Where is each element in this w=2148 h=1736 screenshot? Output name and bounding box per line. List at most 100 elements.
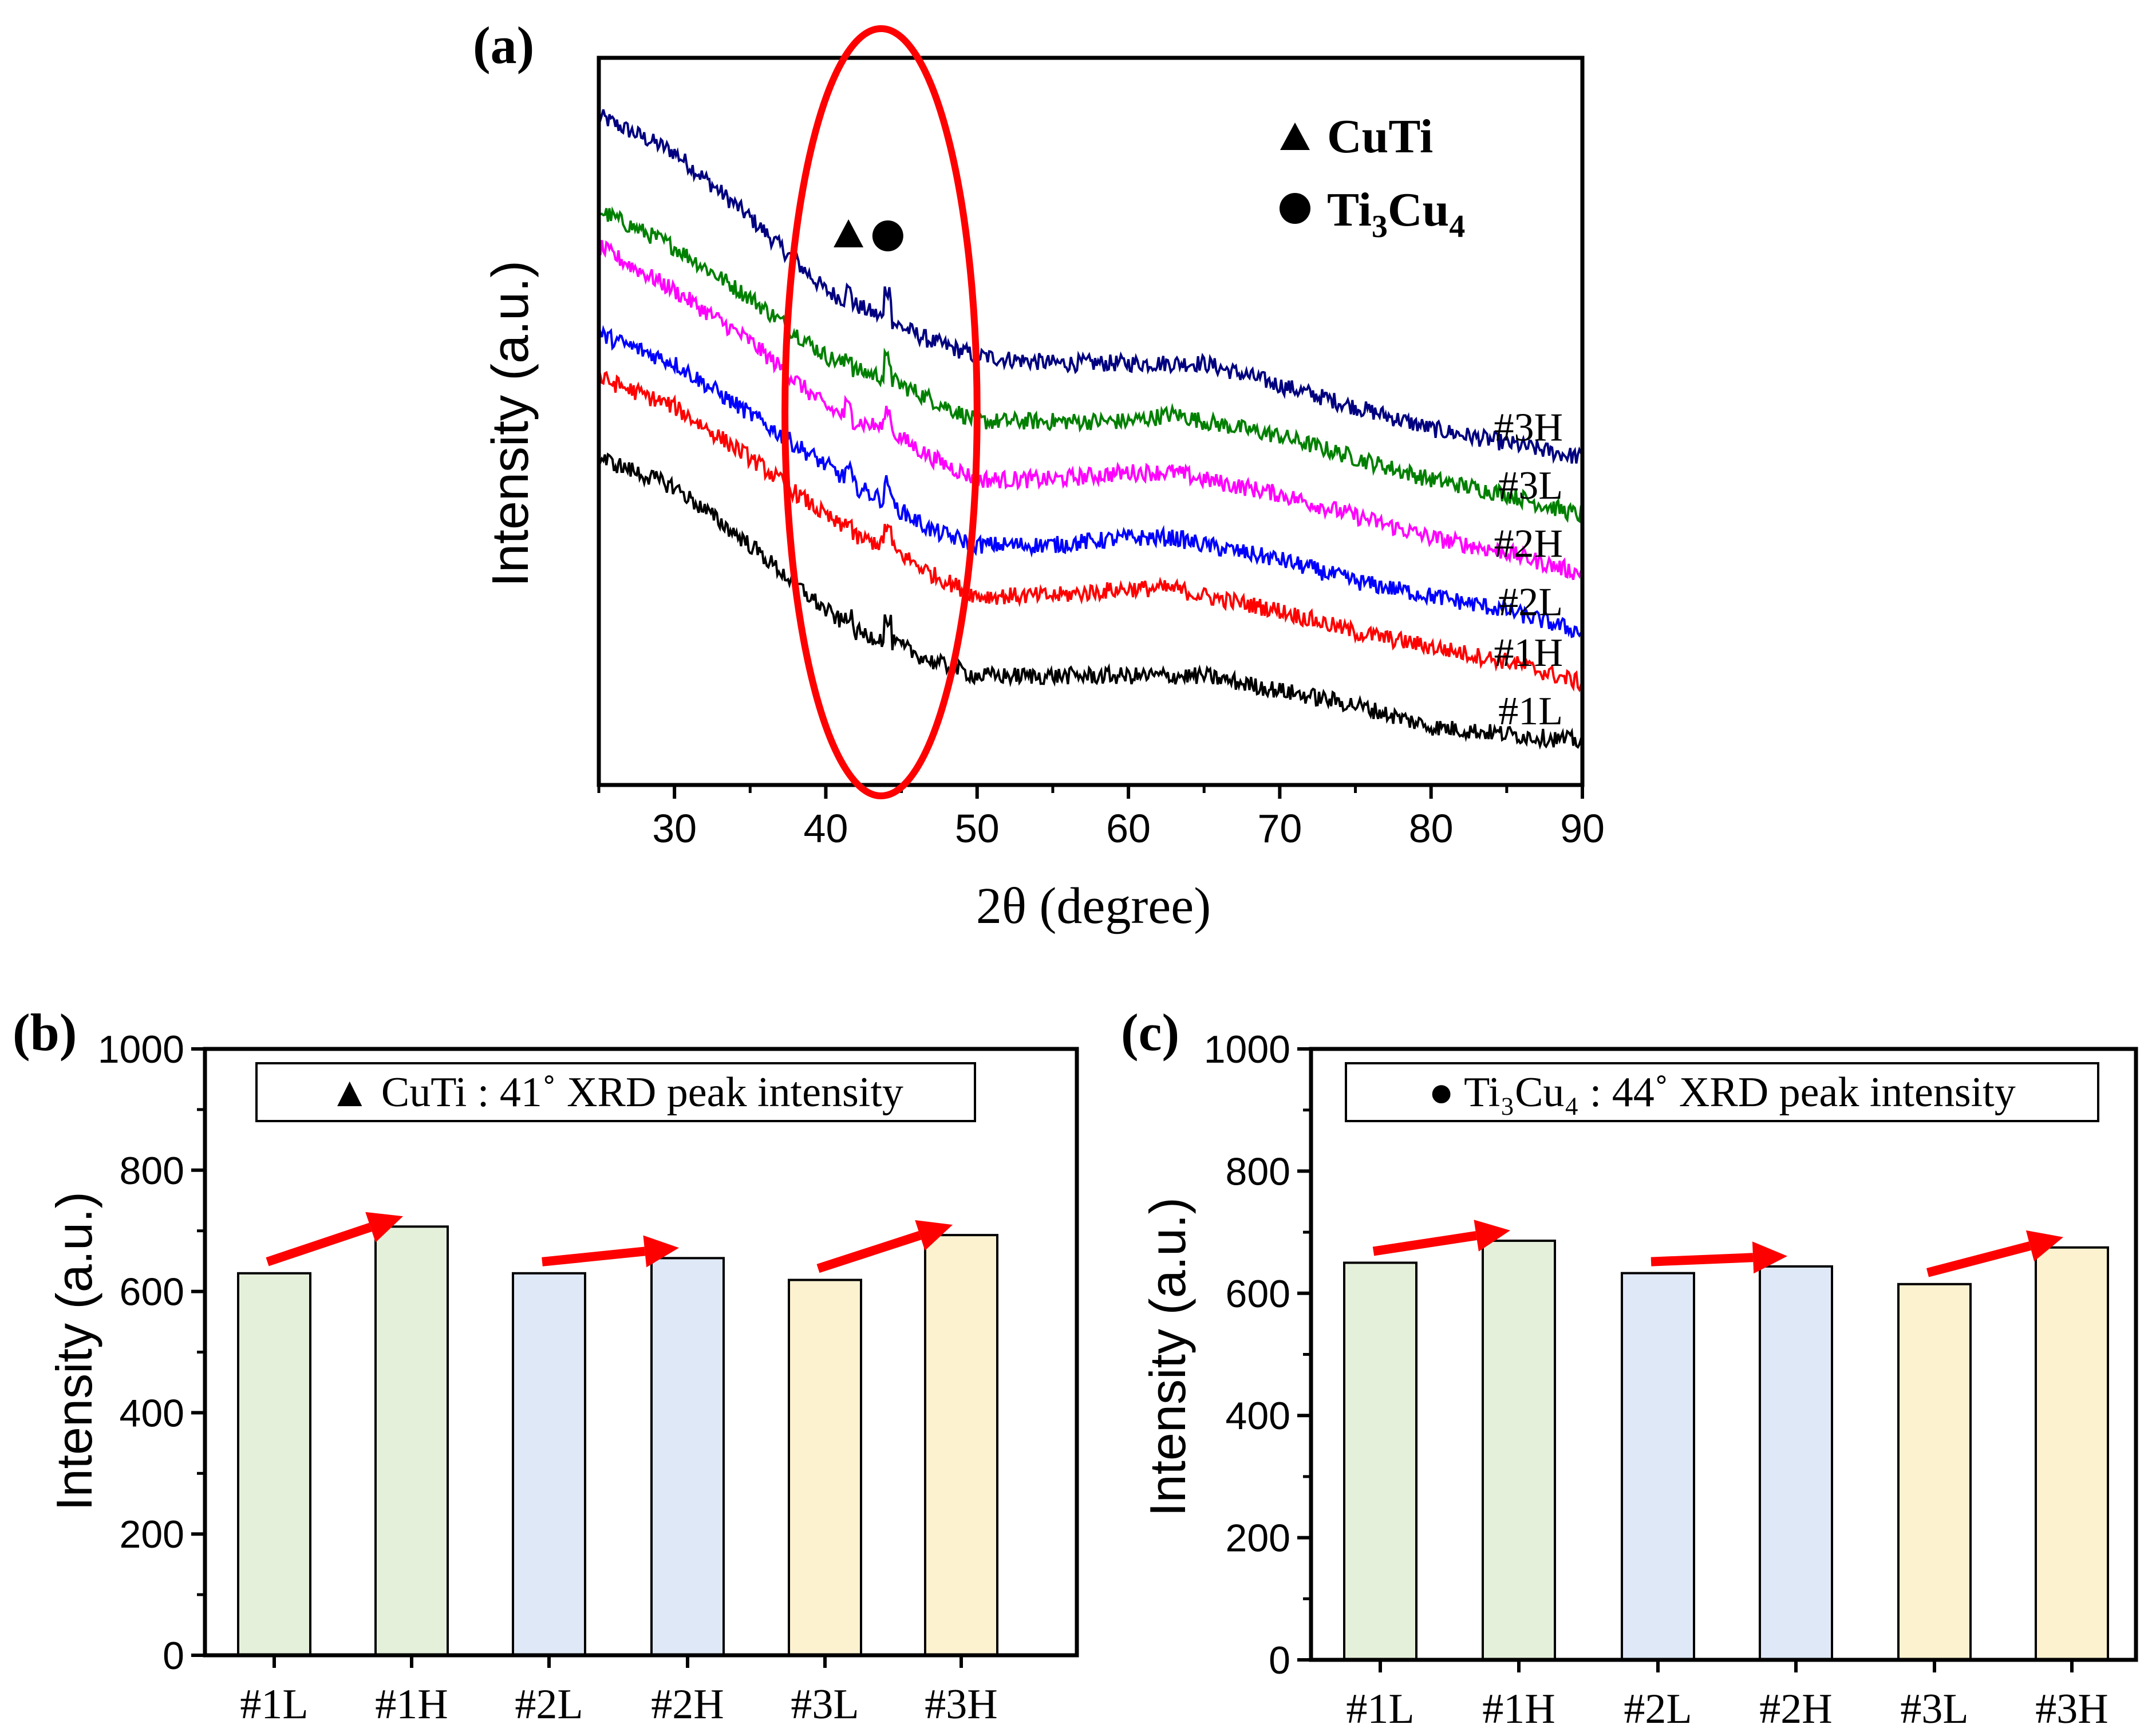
panel-b-title-box — [255, 1062, 976, 1122]
y-tick-label: 1000 — [1204, 1028, 1290, 1071]
panel-c-plot-frame — [1309, 1047, 2138, 1662]
trend-arrow-head-icon — [1474, 1220, 1510, 1252]
trend-arrow-shaft — [1926, 1241, 2031, 1277]
x-tick-label: 80 — [1409, 806, 1454, 851]
trend-arrow-head-icon — [2025, 1230, 2063, 1262]
y-tick-label: 200 — [120, 1513, 184, 1556]
category-label-1H: #1H — [375, 1681, 448, 1728]
panel-c-label: (c) — [1121, 1003, 1179, 1062]
trend-arrow-shaft — [1372, 1231, 1477, 1256]
circle-marker-icon — [1280, 193, 1310, 224]
panel-b-plot-frame — [203, 1047, 1079, 1658]
category-label-1H: #1H — [1482, 1686, 1555, 1733]
panel-a-xrd-patterns: (a) 30 40 50 60 70 80 90 CuTi Ti3Cu4 #3H#3L#2H… — [473, 16, 1605, 934]
panel-c-arrow-group — [1372, 1220, 2063, 1277]
trend-arrow-head-icon — [365, 1212, 403, 1242]
category-label-2H: #2H — [651, 1681, 724, 1728]
trend-arrow-head-icon — [1752, 1241, 1787, 1274]
trend-arrow-shaft — [816, 1231, 922, 1273]
legend-ti3cu4-sub1: 3 — [1372, 209, 1388, 244]
trend-arrow-head-icon — [915, 1220, 953, 1251]
category-label-2H: #2H — [1759, 1686, 1832, 1733]
category-label-3H: #3H — [925, 1681, 997, 1728]
y-tick-label: 0 — [1269, 1639, 1290, 1682]
cuti-peak-marker-icon — [834, 219, 864, 247]
legend-ti3cu4-sub2: 4 — [1449, 209, 1465, 244]
bar-3L — [1897, 1283, 1972, 1661]
series-label-3H: #3H — [1494, 406, 1563, 450]
category-label-3H: #3H — [2035, 1686, 2108, 1733]
x-tick-label: 70 — [1257, 806, 1302, 851]
category-label-3L: #3L — [1900, 1686, 1968, 1733]
triangle-marker-icon — [1280, 123, 1310, 150]
series-label-1H: #1H — [1494, 631, 1563, 675]
legend-ti3cu4-label: Ti3Cu4 — [1327, 183, 1465, 244]
phase-legend: CuTi Ti3Cu4 — [1280, 110, 1465, 244]
y-tick-label: 1000 — [98, 1028, 184, 1071]
x-tick-label: 90 — [1560, 806, 1605, 851]
y-tick-label: 200 — [1226, 1517, 1290, 1560]
panel-a-label: (a) — [473, 16, 534, 74]
bar-3H — [2035, 1246, 2109, 1661]
bar-2H — [650, 1257, 725, 1656]
legend-cutI-label: CuTi — [1327, 110, 1433, 163]
bar-2L — [512, 1272, 586, 1657]
series-label-2L: #2L — [1498, 580, 1563, 624]
panel-c-ylabel: Intensity (a.u.) — [1139, 1197, 1196, 1517]
category-label-3L: #3L — [791, 1681, 859, 1728]
panel-c-ticks: 0 200 400 600 800 1000 #1L #1H #2L #2H #3L #3H — [1204, 1028, 2108, 1733]
bar-2H — [1759, 1265, 1833, 1662]
panel-b-title: ▲ CuTi : 41˚ XRD peak intensity — [329, 1069, 903, 1116]
ti3cu4-peak-marker-icon — [872, 220, 903, 251]
panel-c-title: ● Ti₃Cu₄ : 44˚ XRD peak intensity — [1428, 1069, 2016, 1116]
y-tick-label: 600 — [1226, 1272, 1290, 1316]
y-tick-label: 400 — [120, 1391, 184, 1435]
plot-frame — [597, 56, 1585, 787]
category-label-2L: #2L — [1624, 1686, 1692, 1733]
xrd-line-2L — [599, 325, 1582, 638]
bar-3L — [788, 1279, 862, 1656]
x-tick-label: 50 — [955, 806, 1000, 851]
xrd-line-1L — [599, 452, 1582, 750]
panel-b-ticks: 0 200 400 600 800 1000 #1L #1H #2L #2H #3L #3H — [98, 1028, 998, 1728]
panel-a-xlabel: 2θ (degree) — [976, 878, 1211, 934]
series-label-2H: #2H — [1494, 522, 1563, 566]
trend-arrow-head-icon — [643, 1235, 679, 1268]
panel-b-label: (b) — [13, 1003, 77, 1062]
x-tick-label: 60 — [1106, 806, 1151, 851]
y-tick-label: 600 — [120, 1271, 184, 1314]
panel-a-ylabel: Intensity (a.u.) — [482, 261, 539, 587]
panel-b-ylabel: Intensity (a.u.) — [46, 1191, 102, 1511]
panel-c-title-box — [1345, 1062, 2099, 1122]
series-label-3L: #3L — [1498, 464, 1563, 508]
legend-ti3cu4-cu: Cu — [1388, 183, 1449, 236]
x-tick-label: 30 — [652, 806, 697, 851]
y-tick-label: 0 — [163, 1634, 184, 1678]
legend-ti3cu4-ti: Ti — [1327, 183, 1372, 236]
trend-arrow-shaft — [1651, 1253, 1754, 1267]
xrd-line-3L — [599, 206, 1582, 523]
bar-1L — [1343, 1261, 1417, 1661]
bar-1H — [1482, 1240, 1556, 1662]
bar-1H — [374, 1225, 449, 1657]
panel-c-bar-group — [1343, 1240, 2109, 1662]
panel-b-bar-group — [237, 1225, 998, 1657]
y-tick-label: 800 — [120, 1149, 184, 1193]
bar-3H — [924, 1234, 998, 1657]
x-tick-label: 40 — [804, 806, 848, 851]
highlight-ellipse — [781, 25, 981, 799]
bar-1L — [237, 1272, 311, 1657]
category-label-1L: #1L — [1346, 1686, 1414, 1733]
y-tick-label: 800 — [1226, 1150, 1290, 1193]
category-label-2L: #2L — [515, 1681, 583, 1728]
x-axis-ticks: 30 40 50 60 70 80 90 — [597, 785, 1605, 851]
series-labels: #3H #3L #2H #2L #1H #1L — [1494, 406, 1563, 733]
category-label-1L: #1L — [240, 1681, 308, 1728]
trend-arrow-shaft — [266, 1222, 372, 1267]
xrd-line-2H — [599, 240, 1582, 581]
xrd-series-group — [599, 109, 1582, 750]
xrd-line-3H — [599, 109, 1582, 464]
xrd-line-1H — [599, 370, 1582, 693]
